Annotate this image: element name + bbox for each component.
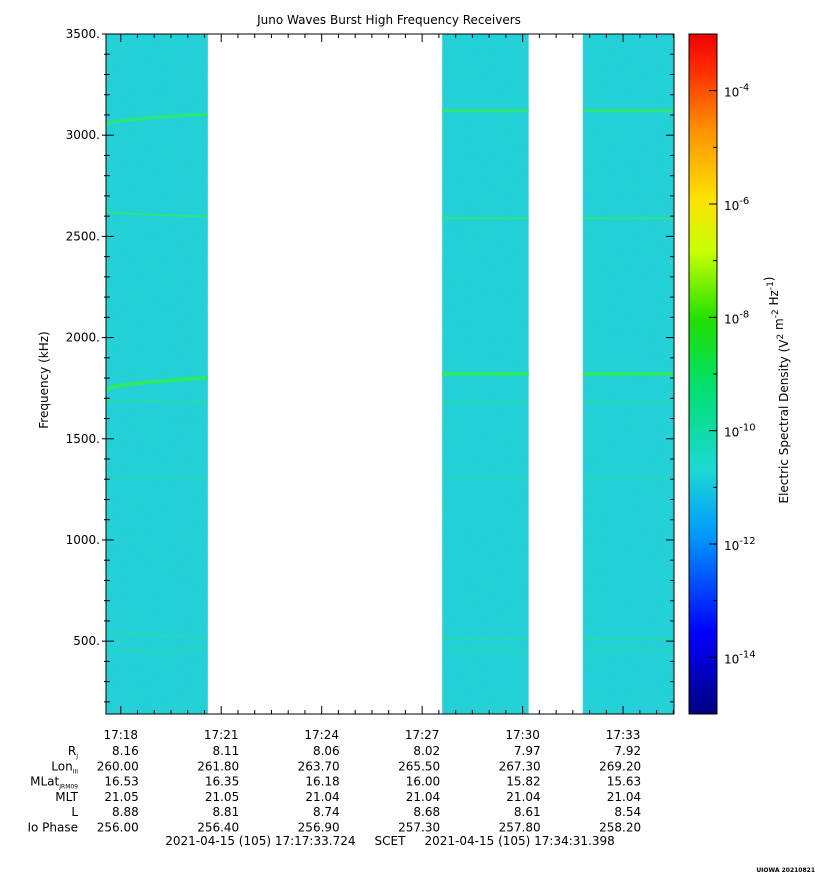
ephemeris-value: 16.35 [205, 775, 239, 789]
colorbar-tick-label: 10-10 [724, 423, 756, 440]
y-tick-label: 3500. [66, 27, 100, 41]
ephemeris-value: 21.04 [305, 790, 339, 804]
ephemeris-label: L [71, 805, 78, 819]
ephemeris-value: 21.05 [205, 790, 239, 804]
y-tick-label: 1000. [66, 533, 100, 547]
ephemeris-value: 21.04 [506, 790, 540, 804]
uiowa-stamp: UIOWA 20210821 [756, 867, 815, 874]
ephemeris-value: 263.70 [298, 759, 340, 773]
ephemeris-value: 8.81 [212, 805, 239, 819]
ephemeris-label: LonIII [51, 759, 78, 775]
x-tick-label: 17:27 [405, 728, 440, 742]
ephemeris-value: 8.88 [112, 805, 139, 819]
ephemeris-value: 15.63 [607, 775, 641, 789]
ephemeris-value: 8.02 [413, 744, 440, 758]
ephemeris-value: 258.20 [599, 821, 641, 835]
emission-line-6-seg-1 [106, 630, 208, 638]
emission-line-1-seg-1 [106, 112, 208, 127]
ephemeris-value: 256.90 [298, 821, 340, 835]
y-tick-label: 3000. [66, 128, 100, 142]
ephemeris-value: 257.80 [499, 821, 541, 835]
plot-area [106, 34, 674, 714]
ephemeris-value: 257.30 [398, 821, 440, 835]
ephemeris-value: 8.54 [614, 805, 641, 819]
ephemeris-label: MLatJRM09 [30, 775, 78, 791]
x-tick-label: 17:21 [204, 728, 239, 742]
ephemeris-value: 8.16 [112, 744, 139, 758]
emission-line-3-seg-1 [106, 375, 208, 392]
colorbar-axis: 10-4 10-6 10-8 10-10 10-12 10-14 [709, 33, 756, 715]
ephemeris-value: 21.04 [406, 790, 440, 804]
ephemeris-value: 16.18 [305, 775, 339, 789]
ephemeris-value: 256.40 [197, 821, 239, 835]
x-tick-label: 17:24 [304, 728, 339, 742]
ephemeris-value: 265.50 [398, 759, 440, 773]
y-tick-label: 2000. [66, 331, 100, 345]
y-tick-label: 1500. [66, 432, 100, 446]
emission-line-2-seg-1 [106, 210, 208, 218]
ephemeris-value: 260.00 [97, 759, 139, 773]
x-axis: 17:18 17:21 17:24 17:27 17:30 17:33 [103, 34, 674, 742]
ephemeris-value: 8.06 [313, 744, 340, 758]
colorbar-tick-label: 10-8 [724, 309, 749, 326]
ephemeris-value: 8.74 [313, 805, 340, 819]
colorbar-label: Electric Spectral Density (V2 m-2 Hz-1) [762, 276, 791, 503]
ephemeris-value: 8.61 [514, 805, 541, 819]
colorbar-tick-label: 10-14 [724, 649, 756, 666]
ephemeris-value: 267.30 [499, 759, 541, 773]
y-axis: 500. 1000. 1500. 2000. 2500. 3000. 3500. [66, 27, 674, 703]
x-tick-label: 17:18 [103, 728, 138, 742]
time-range-footer: 2021-04-15 (105) 17:17:33.724 SCET 2021-… [165, 834, 615, 848]
ephemeris-value: 8.11 [212, 744, 239, 758]
ephemeris-value: 269.20 [599, 759, 641, 773]
ephemeris-value: 261.80 [197, 759, 239, 773]
y-axis-label: Frequency (kHz) [37, 331, 51, 428]
plot-frame [105, 33, 675, 715]
y-tick-label: 500. [73, 634, 100, 648]
ephemeris-value: 7.92 [614, 744, 641, 758]
ephemeris-value: 16.53 [104, 775, 138, 789]
ephemeris-value: 16.00 [406, 775, 440, 789]
colorbar-tick-label: 10-12 [724, 536, 756, 553]
ephemeris-value: 7.97 [514, 744, 541, 758]
ephemeris-label: Io Phase [27, 821, 78, 835]
ephemeris-value: 21.05 [104, 790, 138, 804]
y-tick-label: 2500. [66, 229, 100, 243]
segment-noise-1 [106, 34, 208, 714]
ephemeris-value: 256.00 [97, 821, 139, 835]
emission-line-4-seg-1 [106, 399, 208, 403]
x-tick-label: 17:30 [505, 728, 540, 742]
ephemeris-value: 21.04 [607, 790, 641, 804]
emission-line-7-seg-1 [106, 649, 208, 652]
chart-title: Juno Waves Burst High Frequency Receiver… [256, 13, 521, 27]
colorbar-tick-label: 10-4 [724, 83, 749, 100]
colorbar-tick-label: 10-6 [724, 196, 749, 213]
ephemeris-table: RJ 8.16 8.11 8.06 8.02 7.97 7.92 LonIII 260.00 26… [27, 744, 641, 835]
ephemeris-value: 15.82 [506, 775, 540, 789]
ephemeris-value: 8.68 [413, 805, 440, 819]
colorbar [688, 33, 718, 715]
ephemeris-label: RJ [68, 744, 78, 760]
ephemeris-label: MLT [55, 790, 78, 804]
x-tick-label: 17:33 [606, 728, 641, 742]
